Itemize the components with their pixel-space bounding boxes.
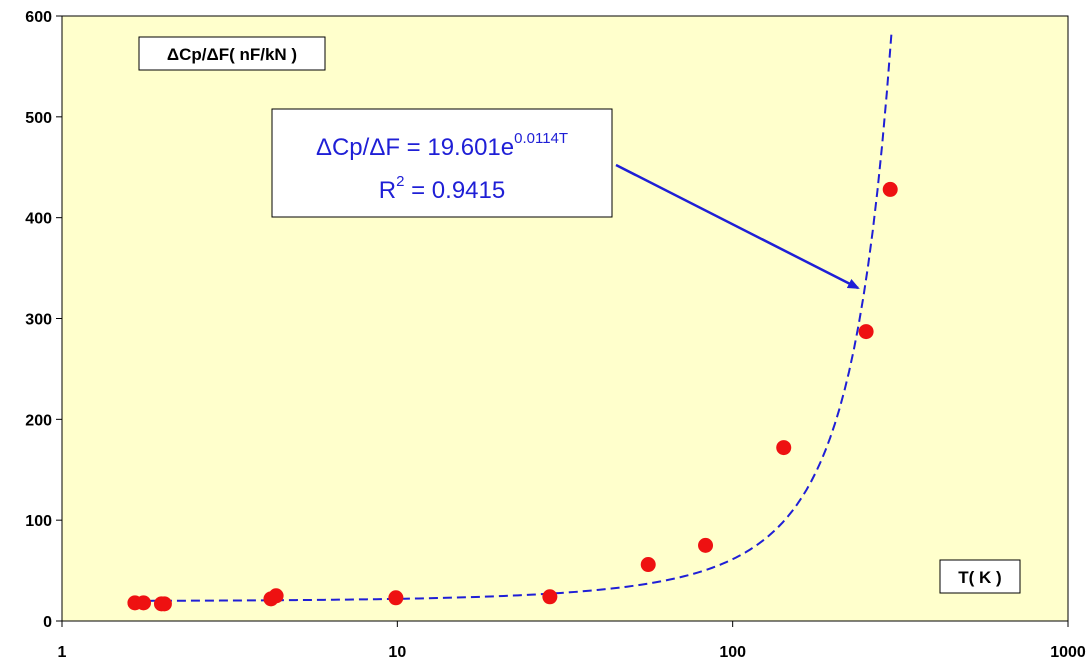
data-point	[156, 596, 172, 612]
data-point	[135, 595, 151, 611]
y-tick-label: 300	[25, 312, 52, 329]
fit-curve	[134, 30, 893, 602]
data-point	[776, 440, 792, 456]
fit-equation-box	[271, 108, 613, 218]
y-tick-label: 400	[25, 211, 52, 228]
data-point	[542, 589, 558, 605]
r-squared: R2 = 0.9415	[379, 173, 505, 204]
x-tick-label: 1000	[1050, 644, 1086, 661]
x-axis: 1 10 100 1000	[58, 621, 1086, 661]
data-point	[698, 537, 714, 553]
y-tick-label: 100	[25, 513, 52, 530]
y-tick-label: 200	[25, 412, 52, 429]
y-tick-label: 0	[43, 614, 52, 631]
fit-equation: ΔCp/ΔF = 19.601e0.0114T	[316, 130, 568, 161]
data-point	[882, 181, 898, 197]
data-points	[127, 181, 898, 612]
data-point	[858, 324, 874, 340]
x-tick-label: 100	[719, 644, 746, 661]
plot-area	[61, 15, 1069, 622]
x-axis-label: T( K )	[958, 568, 1001, 587]
y-axis-label: ΔCp/ΔF( nF/kN )	[167, 45, 297, 64]
y-tick-label: 600	[25, 9, 52, 26]
x-tick-label: 10	[388, 644, 406, 661]
y-axis: 0 100 200 300 400 500 600	[25, 9, 62, 631]
x-axis-label-box	[939, 559, 1021, 594]
data-point	[388, 590, 404, 606]
y-axis-label-box	[138, 36, 326, 71]
y-tick-label: 500	[25, 110, 52, 127]
data-point	[268, 588, 284, 604]
annotation-arrow	[615, 163, 860, 290]
x-tick-label: 1	[58, 644, 67, 661]
data-point	[640, 557, 656, 573]
